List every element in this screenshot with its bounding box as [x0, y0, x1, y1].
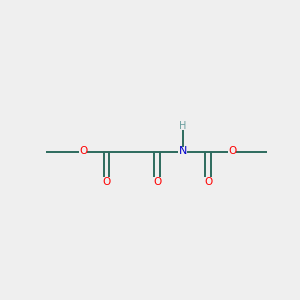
- Text: O: O: [102, 176, 110, 187]
- Text: O: O: [79, 146, 87, 157]
- Text: O: O: [204, 176, 212, 187]
- Text: N: N: [178, 146, 187, 157]
- Text: H: H: [179, 121, 186, 131]
- Text: O: O: [228, 146, 236, 157]
- Text: O: O: [153, 176, 161, 187]
